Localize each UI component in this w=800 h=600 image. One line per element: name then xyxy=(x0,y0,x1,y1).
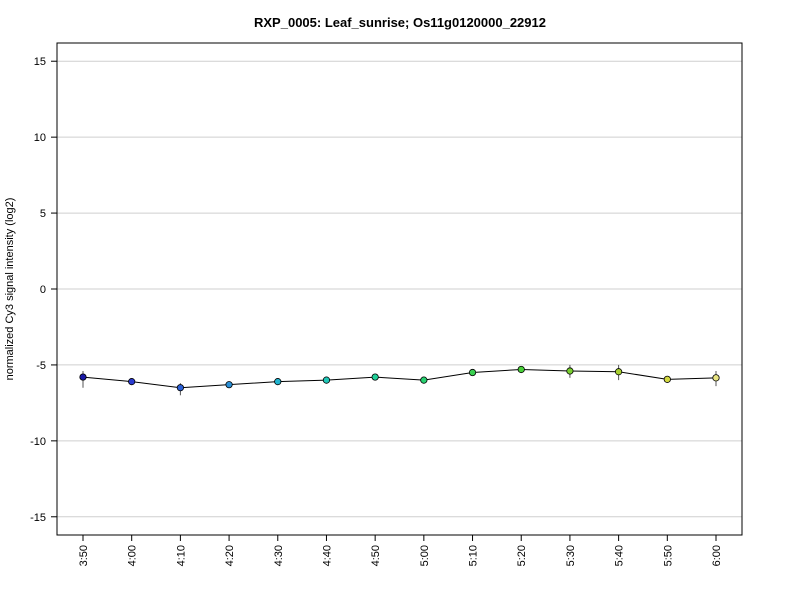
x-tick-label: 3:50 xyxy=(78,545,90,566)
x-tick-label: 4:00 xyxy=(127,545,139,566)
series-line xyxy=(82,368,717,389)
x-tick-label: 4:10 xyxy=(175,545,187,566)
x-tick-label: 5:10 xyxy=(468,545,480,566)
x-tick-label: 5:40 xyxy=(614,545,626,566)
y-tick-label: 15 xyxy=(34,56,46,68)
data-point xyxy=(420,376,428,384)
data-point xyxy=(712,374,720,382)
data-point xyxy=(468,368,477,377)
x-tick-label: 5:30 xyxy=(565,545,577,566)
x-tick-label: 4:40 xyxy=(321,545,333,566)
x-tick-label: 5:50 xyxy=(662,545,674,566)
plot-frame xyxy=(56,42,743,536)
data-point xyxy=(176,384,184,392)
data-point xyxy=(225,381,233,389)
data-point xyxy=(79,373,87,381)
x-tick-label: 5:00 xyxy=(419,545,431,566)
chart-title: RXP_0005: Leaf_sunrise; Os11g0120000_229… xyxy=(254,15,546,30)
data-point xyxy=(128,378,136,386)
y-tick-label: -5 xyxy=(36,360,46,372)
x-tick-label: 5:20 xyxy=(516,545,528,566)
data-point xyxy=(615,368,623,376)
data-point xyxy=(322,376,331,384)
x-tick-label: 6:00 xyxy=(711,545,723,566)
grid-lines xyxy=(57,60,742,518)
y-axis-label: normalized Cy3 signal intensity (log2) xyxy=(4,198,16,381)
data-point xyxy=(663,375,671,383)
y-tick-label: 5 xyxy=(40,208,46,220)
series xyxy=(79,364,720,396)
data-point xyxy=(371,373,379,381)
data-point xyxy=(274,378,282,386)
y-tick-label: -10 xyxy=(30,436,46,448)
y-axis: -15 -10 -5 0 5 10 15 xyxy=(30,56,57,524)
data-point xyxy=(517,365,525,374)
y-tick-label: -15 xyxy=(30,512,46,524)
x-tick-label: 4:20 xyxy=(224,545,236,566)
x-tick-label: 4:50 xyxy=(370,545,382,566)
y-tick-label: 0 xyxy=(40,284,46,296)
x-tick-label: 4:30 xyxy=(273,545,285,566)
y-tick-label: 10 xyxy=(34,132,46,144)
x-axis: 3:50 4:00 4:10 4:20 4:30 4:40 4:50 5:00 5:10 5:20… xyxy=(78,535,723,566)
data-point xyxy=(566,367,574,375)
